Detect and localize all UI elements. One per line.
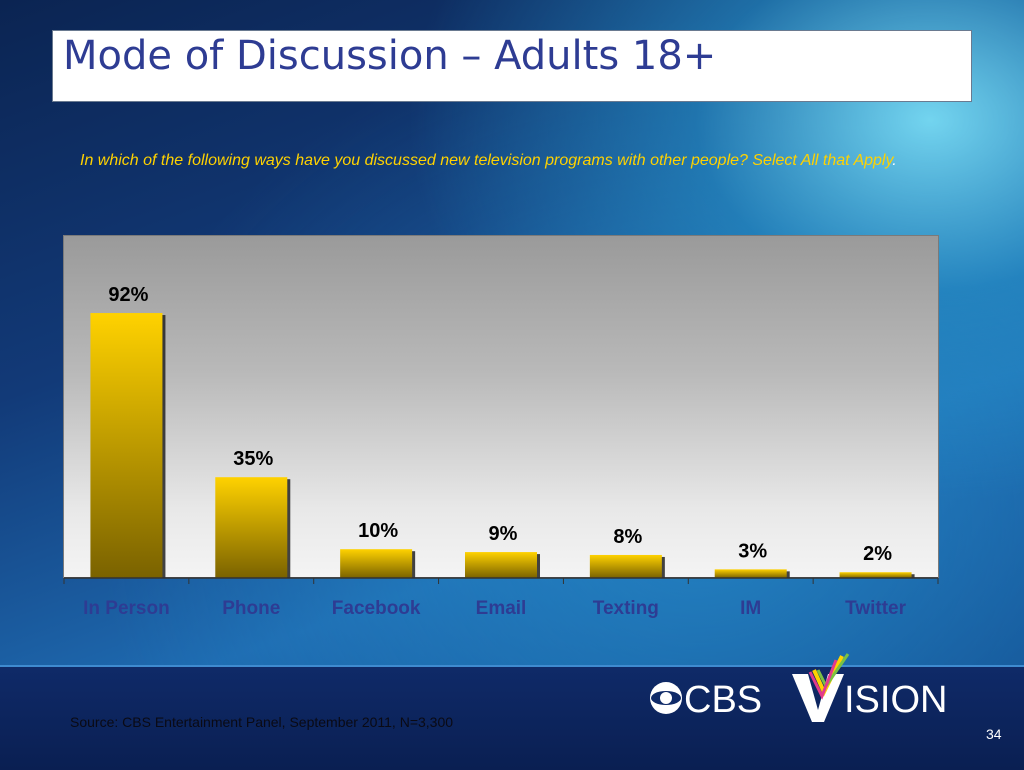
data-label: 9%	[489, 523, 518, 545]
bar-twitter	[839, 572, 912, 578]
question-main: In which of the following ways have you …	[80, 152, 893, 169]
footer-band	[0, 665, 1024, 770]
category-label: In Person	[83, 598, 170, 619]
bar-phone	[215, 477, 288, 578]
category-label: IM	[740, 598, 761, 619]
question-end: .	[892, 152, 897, 169]
chart-plot-area	[63, 235, 939, 578]
svg-text:ISION: ISION	[844, 679, 947, 721]
page-number: 34	[986, 726, 1002, 742]
vision-v-mark	[792, 653, 850, 722]
bar-in-person	[90, 313, 163, 578]
data-label: 8%	[613, 526, 642, 548]
title-box: Mode of Discussion – Adults 18+	[52, 30, 972, 102]
data-label: 35%	[233, 448, 273, 470]
bar-email	[465, 552, 537, 578]
question-text: In which of the following ways have you …	[80, 150, 940, 171]
bar-chart: 92% In Person 35% Phone 10% Facebook 9% Email 8%…	[63, 284, 939, 619]
data-label: 92%	[108, 284, 148, 306]
data-label: 10%	[358, 520, 398, 542]
category-label: Phone	[222, 598, 280, 619]
bar-texting	[589, 554, 662, 578]
bar-facebook	[340, 549, 413, 578]
category-label: Texting	[593, 598, 659, 619]
cbs-vision-logo: CBS ISION	[650, 653, 947, 722]
data-label: 2%	[863, 543, 892, 565]
category-label: Twitter	[845, 598, 906, 619]
category-label: Facebook	[332, 598, 421, 619]
category-label: Email	[476, 598, 527, 619]
cbs-eye-icon	[650, 682, 682, 714]
svg-text:CBS: CBS	[684, 679, 762, 721]
slide-title: Mode of Discussion – Adults 18+	[63, 33, 717, 79]
source-note: Source: CBS Entertainment Panel, Septemb…	[70, 714, 454, 730]
bar-im	[714, 569, 787, 578]
data-label: 3%	[738, 540, 767, 562]
